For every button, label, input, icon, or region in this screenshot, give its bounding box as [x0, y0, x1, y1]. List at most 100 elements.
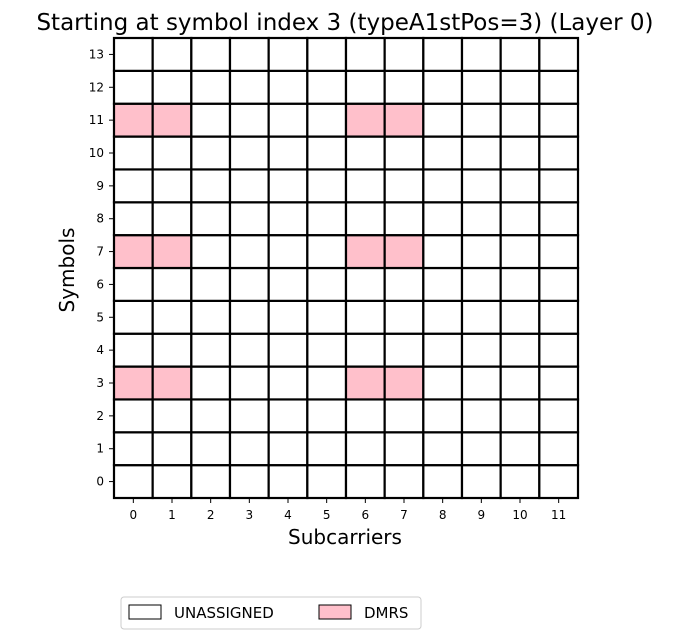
cell-sc11-sym5-unassigned [538, 299, 580, 335]
y-tick-label: 2 [96, 409, 104, 423]
y-tick-label: 8 [96, 212, 104, 226]
x-tick-label: 4 [284, 508, 292, 522]
cell-sc10-sym6-unassigned [499, 266, 541, 302]
x-axis-label: Subcarriers [288, 525, 402, 549]
cell-sc6-sym2-unassigned [344, 398, 386, 434]
cell-sc3-sym1-unassigned [228, 431, 270, 467]
cell-sc3-sym9-unassigned [228, 168, 270, 204]
cell-sc4-sym0-unassigned [267, 464, 309, 500]
cell-sc5-sym3-unassigned [306, 365, 348, 401]
cell-sc0-sym4-unassigned [112, 332, 154, 368]
cell-sc6-sym13-unassigned [344, 36, 386, 72]
cell-sc4-sym4-unassigned [267, 332, 309, 368]
cell-sc11-sym3-unassigned [538, 365, 580, 401]
cell-sc3-sym2-unassigned [228, 398, 270, 434]
y-tick-label: 11 [89, 113, 104, 127]
cell-sc5-sym11-unassigned [306, 102, 348, 138]
cell-sc3-sym13-unassigned [228, 36, 270, 72]
cell-sc0-sym3-dmrs [112, 365, 154, 401]
x-tick-label: 11 [551, 508, 566, 522]
chart-title: Starting at symbol index 3 (typeA1stPos=… [36, 10, 653, 36]
cell-sc10-sym12-unassigned [499, 69, 541, 105]
x-axis-ticks: 0 1 2 3 4 5 6 7 8 9 10 11 [130, 498, 566, 522]
cell-sc7-sym11-dmrs [383, 102, 425, 138]
cell-sc6-sym6-unassigned [344, 266, 386, 302]
y-tick-label: 3 [96, 376, 104, 390]
cell-sc8-sym4-unassigned [422, 332, 464, 368]
cell-sc8-sym6-unassigned [422, 266, 464, 302]
cell-sc10-sym5-unassigned [499, 299, 541, 335]
cell-sc10-sym4-unassigned [499, 332, 541, 368]
cell-sc8-sym9-unassigned [422, 168, 464, 204]
cell-sc9-sym8-unassigned [460, 201, 502, 237]
cell-sc0-sym7-dmrs [112, 234, 154, 270]
cell-sc10-sym0-unassigned [499, 464, 541, 500]
cell-sc10-sym1-unassigned [499, 431, 541, 467]
cell-sc2-sym9-unassigned [190, 168, 232, 204]
cell-sc6-sym4-unassigned [344, 332, 386, 368]
cell-sc3-sym4-unassigned [228, 332, 270, 368]
y-tick-label: 13 [89, 47, 104, 61]
cell-sc7-sym5-unassigned [383, 299, 425, 335]
cell-sc7-sym0-unassigned [383, 464, 425, 500]
cell-sc4-sym1-unassigned [267, 431, 309, 467]
cell-sc11-sym8-unassigned [538, 201, 580, 237]
cell-sc9-sym0-unassigned [460, 464, 502, 500]
cell-sc7-sym8-unassigned [383, 201, 425, 237]
cell-sc0-sym5-unassigned [112, 299, 154, 335]
cell-sc5-sym0-unassigned [306, 464, 348, 500]
cell-sc8-sym7-unassigned [422, 234, 464, 270]
cell-sc3-sym10-unassigned [228, 135, 270, 171]
cell-sc8-sym8-unassigned [422, 201, 464, 237]
cell-sc3-sym6-unassigned [228, 266, 270, 302]
cell-sc2-sym1-unassigned [190, 431, 232, 467]
x-tick-label: 0 [130, 508, 138, 522]
cell-sc9-sym13-unassigned [460, 36, 502, 72]
cell-sc2-sym4-unassigned [190, 332, 232, 368]
cell-sc9-sym5-unassigned [460, 299, 502, 335]
cell-sc6-sym11-dmrs [344, 102, 386, 138]
legend-swatch-dmrs [318, 604, 352, 620]
cell-sc5-sym8-unassigned [306, 201, 348, 237]
y-tick-label: 5 [96, 310, 104, 324]
y-axis-label: Symbols [55, 228, 79, 313]
cell-sc5-sym12-unassigned [306, 69, 348, 105]
cell-sc0-sym12-unassigned [112, 69, 154, 105]
cell-sc2-sym11-unassigned [190, 102, 232, 138]
cell-sc1-sym9-unassigned [151, 168, 193, 204]
cell-sc3-sym8-unassigned [228, 201, 270, 237]
cell-sc2-sym12-unassigned [190, 69, 232, 105]
y-tick-label: 7 [96, 245, 104, 259]
cell-sc5-sym9-unassigned [306, 168, 348, 204]
cell-sc6-sym8-unassigned [344, 201, 386, 237]
cell-sc6-sym12-unassigned [344, 69, 386, 105]
cell-sc5-sym7-unassigned [306, 234, 348, 270]
cell-sc0-sym1-unassigned [112, 431, 154, 467]
cell-sc2-sym6-unassigned [190, 266, 232, 302]
cell-sc11-sym11-unassigned [538, 102, 580, 138]
cell-sc11-sym0-unassigned [538, 464, 580, 500]
cell-sc7-sym2-unassigned [383, 398, 425, 434]
cell-sc4-sym10-unassigned [267, 135, 309, 171]
cell-sc9-sym11-unassigned [460, 102, 502, 138]
y-tick-label: 4 [96, 343, 104, 357]
cell-sc6-sym10-unassigned [344, 135, 386, 171]
legend-swatch-unassigned [128, 604, 162, 620]
cell-sc10-sym13-unassigned [499, 36, 541, 72]
cell-sc10-sym3-unassigned [499, 365, 541, 401]
cell-sc0-sym2-unassigned [112, 398, 154, 434]
legend: UNASSIGNED DMRS [120, 596, 422, 630]
cell-sc9-sym1-unassigned [460, 431, 502, 467]
cell-sc6-sym9-unassigned [344, 168, 386, 204]
cell-sc2-sym7-unassigned [190, 234, 232, 270]
cell-sc8-sym2-unassigned [422, 398, 464, 434]
cell-sc1-sym4-unassigned [151, 332, 193, 368]
cell-sc3-sym11-unassigned [228, 102, 270, 138]
cell-sc8-sym5-unassigned [422, 299, 464, 335]
cell-sc8-sym3-unassigned [422, 365, 464, 401]
x-tick-label: 8 [439, 508, 447, 522]
cell-sc1-sym8-unassigned [151, 201, 193, 237]
cell-sc7-sym12-unassigned [383, 69, 425, 105]
cell-sc2-sym0-unassigned [190, 464, 232, 500]
cell-sc10-sym11-unassigned [499, 102, 541, 138]
